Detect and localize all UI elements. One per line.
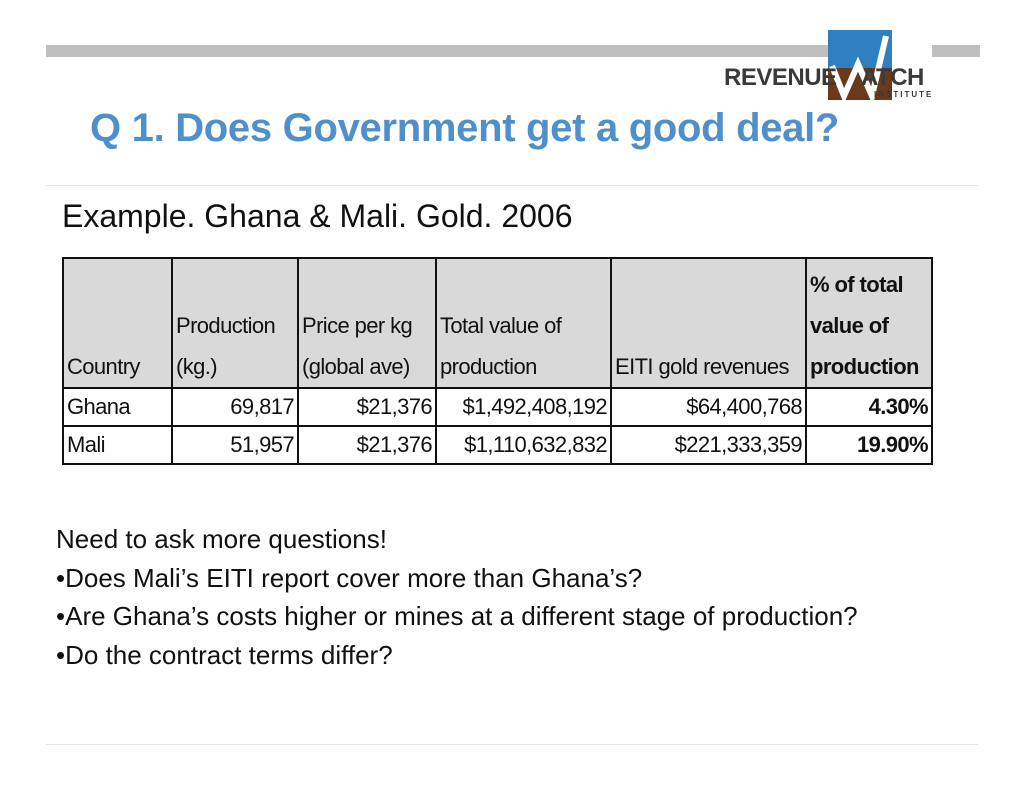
slide-subtitle: Example. Ghana & Mali. Gold. 2006 [62, 198, 573, 234]
header-price: Price per kg (global ave) [297, 257, 437, 389]
table-header-row: Country Production (kg.) Price per kg (g… [62, 257, 933, 389]
cell-production: 69,817 [171, 387, 299, 427]
gold-revenue-table: Country Production (kg.) Price per kg (g… [62, 257, 933, 465]
cell-price: $21,376 [297, 425, 437, 465]
header-total-value: Total value of production [435, 257, 612, 389]
header-country: Country [62, 257, 173, 389]
logo-text-atch: ATCH [861, 64, 924, 91]
cell-percent: 19.90% [805, 425, 933, 465]
cell-total-value: $1,492,408,192 [435, 387, 612, 427]
cell-production: 51,957 [171, 425, 299, 465]
table-row: Ghana 69,817 $21,376 $1,492,408,192 $64,… [62, 387, 933, 427]
top-decor-bar-right [932, 45, 980, 57]
header-percent: % of total value of production [805, 257, 933, 389]
title-divider [46, 185, 978, 186]
header-eiti-revenues: EITI gold revenues [610, 257, 807, 389]
revenue-watch-logo: REVENUE ATCH INSTITUTE [724, 30, 934, 102]
bullet-item: •Do the contract terms differ? [56, 639, 393, 670]
body-line: Need to ask more questions! [56, 524, 387, 554]
top-decor-bar-left [46, 45, 828, 57]
slide-title: Q 1. Does Government get a good deal? [90, 106, 840, 150]
header-production: Production (kg.) [171, 257, 299, 389]
cell-country: Mali [62, 425, 173, 465]
cell-eiti-revenues: $64,400,768 [610, 387, 807, 427]
cell-price: $21,376 [297, 387, 437, 427]
bullet-item: •Are Ghana’s costs higher or mines at a … [56, 601, 858, 631]
logo-subtext: INSTITUTE [874, 90, 934, 99]
table-row: Mali 51,957 $21,376 $1,110,632,832 $221,… [62, 425, 933, 465]
questions-text: Need to ask more questions! •Does Mali’s… [56, 520, 936, 674]
bullet-item: •Does Mali’s EITI report cover more than… [56, 562, 643, 593]
logo-text-revenue: REVENUE [724, 64, 837, 91]
cell-percent: 4.30% [805, 387, 933, 427]
cell-total-value: $1,110,632,832 [435, 425, 612, 465]
logo-w-mark-icon [828, 30, 892, 100]
cell-eiti-revenues: $221,333,359 [610, 425, 807, 465]
cell-country: Ghana [62, 387, 173, 427]
footer-divider [46, 744, 978, 745]
